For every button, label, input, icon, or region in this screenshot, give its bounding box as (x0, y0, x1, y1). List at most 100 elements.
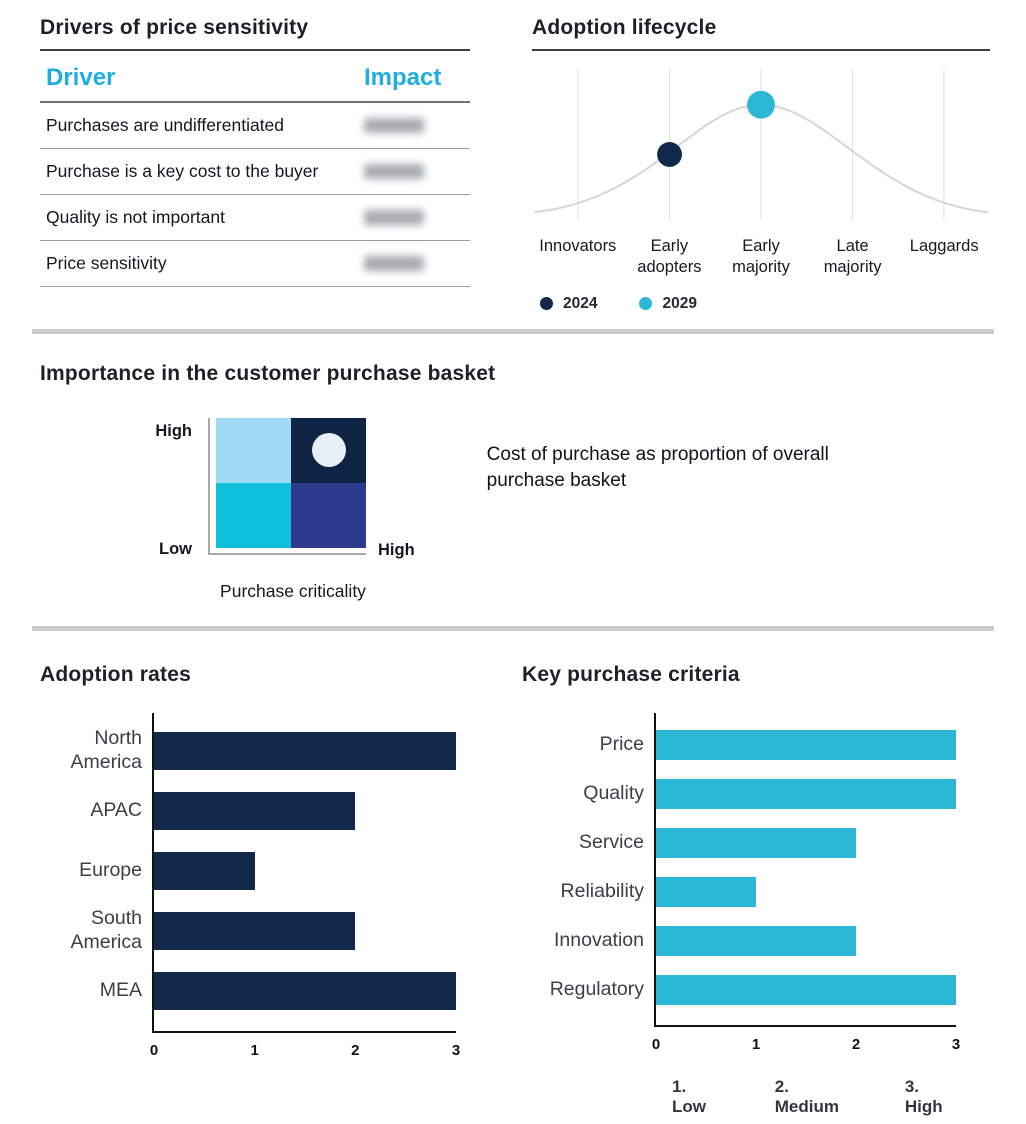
bar (656, 926, 856, 957)
bar-row (656, 721, 956, 770)
matrix-area: High Low High Cost of purchase as propor… (40, 417, 990, 559)
adoption-rates-plot: North America APAC Europe South America MEA (40, 712, 456, 1033)
table-row: Quality is not important (40, 195, 470, 241)
bar-row (154, 721, 456, 781)
bar-category-label: MEA (99, 978, 142, 1001)
lifecycle-title: Adoption lifecycle (532, 16, 990, 51)
bottom-section: Adoption rates North America APAC Europe So… (0, 647, 1026, 1117)
bar-category-label: APAC (90, 798, 142, 821)
lifecycle-categories: Innovators Early adopters Early majority La… (532, 236, 990, 279)
legend-label: 2029 (662, 294, 697, 312)
bar-category-label: Reliability (560, 880, 644, 903)
bar-area (654, 712, 956, 1027)
drivers-panel: Drivers of price sensitivity Driver Impa… (40, 16, 470, 313)
impact-cell (364, 164, 464, 179)
drivers-table: Driver Impact Purchases are undifferenti… (40, 51, 470, 287)
bar (154, 971, 456, 1010)
bar (154, 791, 356, 830)
bar-row (656, 917, 956, 966)
quadrant-top-right (291, 417, 366, 483)
impact-cell (364, 118, 464, 133)
lifecycle-point-2029 (747, 90, 775, 119)
y-axis-low-label: Low (159, 539, 192, 558)
bar (154, 851, 255, 890)
section-divider (32, 328, 994, 334)
bar-row (154, 961, 456, 1021)
lifecycle-category-label: Laggards (909, 237, 979, 255)
bar-category-label: Regulatory (549, 978, 644, 1001)
basket-annotation: Cost of purchase as proportion of overal… (486, 443, 829, 491)
impact-cell (364, 256, 464, 271)
impact-value-blurred (364, 118, 424, 133)
key-purchase-criteria-title: Key purchase criteria (522, 662, 740, 686)
bar (656, 877, 756, 908)
purchase-criticality-axis-title: Purchase criticality (220, 580, 366, 601)
drivers-table-body: Purchases are undifferentiated Purchase i… (40, 103, 470, 287)
table-row: Purchases are undifferentiated (40, 103, 470, 149)
section-divider (32, 625, 994, 631)
impact-value-blurred (364, 256, 424, 271)
lifecycle-point-2024 (657, 142, 682, 167)
bar (154, 731, 456, 770)
impact-value-blurred (364, 210, 424, 225)
bar-row (656, 819, 956, 868)
purchase-basket-section: Importance in the customer purchase bask… (0, 350, 1026, 610)
x-tick-label: 1 (250, 1041, 259, 1059)
key-purchase-criteria-chart: Key purchase criteria Price Quality Servic… (522, 662, 960, 1117)
bar-category-label: Price (599, 733, 644, 756)
bar-row (656, 770, 956, 819)
impact-cell (364, 210, 464, 225)
lifecycle-chart (534, 68, 988, 221)
legend-dot (540, 297, 553, 311)
bar (656, 779, 956, 810)
x-tick-label: 0 (651, 1035, 661, 1053)
impact-value-blurred (364, 164, 424, 179)
x-tick-label: 3 (951, 1035, 961, 1053)
bar-category-label: Innovation (554, 929, 644, 952)
drivers-title: Drivers of price sensitivity (40, 16, 470, 51)
x-axis-high-label: High (378, 540, 415, 559)
impact-column-header: Impact (364, 64, 442, 91)
adoption-lifecycle-panel: Adoption lifecycle Innovators Early adopt… (532, 16, 990, 313)
bar-category-label: South America (70, 907, 142, 953)
x-ticks: 0 1 2 3 (150, 1033, 460, 1061)
top-section: Drivers of price sensitivity Driver Impa… (0, 0, 1026, 313)
bar-category-label: Europe (79, 858, 142, 881)
bar-area (152, 712, 456, 1033)
bar (154, 911, 356, 950)
driver-cell: Purchase is a key cost to the buyer (46, 161, 319, 181)
y-axis-labels: High Low (40, 418, 208, 558)
lifecycle-legend: 2024 2029 (532, 295, 990, 313)
x-ticks: 0 1 2 3 (652, 1027, 960, 1055)
scale-legend-item: 1. Low (672, 1076, 706, 1116)
bar (656, 730, 956, 761)
matrix-axes (208, 417, 366, 555)
bar-category-label: North America (70, 727, 142, 773)
lifecycle-category-label: Early majority (732, 237, 790, 277)
legend-item: 2024 (540, 295, 597, 313)
table-row: Price sensitivity (40, 241, 470, 287)
lifecycle-category-label: Innovators (539, 237, 617, 255)
adoption-rates-chart: Adoption rates North America APAC Europe So… (40, 662, 460, 1117)
legend-label: 2024 (563, 294, 598, 312)
bar-labels: North America APAC Europe South America MEA (40, 713, 152, 1033)
legend-item: 2029 (639, 294, 697, 313)
bar-row (154, 901, 456, 961)
bar (656, 828, 856, 859)
quadrant-bottom-left (216, 482, 291, 548)
bar-row (154, 841, 456, 901)
driver-cell: Quality is not important (46, 207, 225, 227)
legend-dot (639, 297, 653, 311)
driver-cell: Purchases are undifferentiated (46, 115, 285, 135)
driver-column-header: Driver (46, 64, 116, 91)
x-tick-label: 3 (451, 1041, 461, 1059)
adoption-rates-title: Adoption rates (40, 662, 191, 686)
key-purchase-plot: Price Quality Service Reliability Innovation… (522, 712, 956, 1027)
x-tick-label: 0 (149, 1041, 159, 1059)
lifecycle-category-label: Early adopters (637, 237, 702, 277)
matrix-marker (311, 433, 346, 468)
bar-category-label: Service (578, 831, 644, 854)
scale-legend-item: 3. High (904, 1076, 943, 1116)
bar-category-label: Quality (583, 782, 644, 805)
